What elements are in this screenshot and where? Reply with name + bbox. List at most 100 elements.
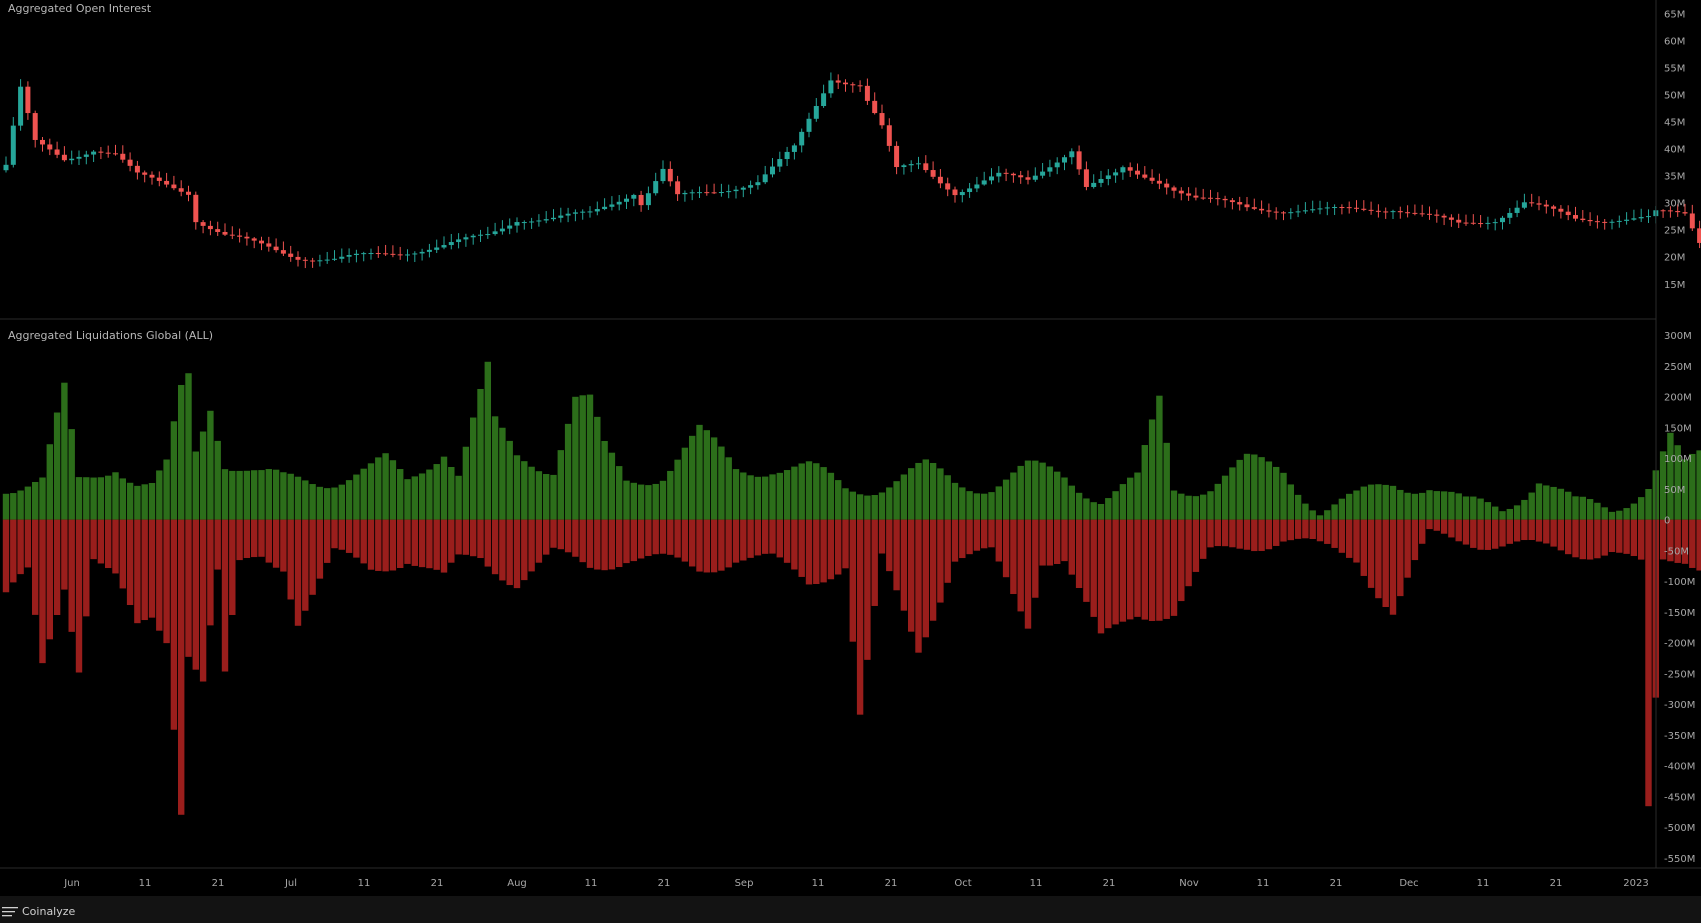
long-liquidation-bar: [988, 492, 995, 520]
short-liquidation-bar: [1638, 519, 1645, 560]
short-liquidation-bar: [39, 519, 46, 664]
short-liquidation-bar: [1674, 519, 1681, 563]
short-liquidation-bar: [309, 519, 316, 595]
candle-body: [259, 240, 264, 244]
candle-body: [1025, 177, 1031, 180]
x-tick-label: Jun: [63, 878, 80, 889]
short-liquidation-bar: [732, 519, 740, 563]
long-liquidation-bar: [783, 470, 791, 520]
long-liquidation-bar: [521, 461, 528, 520]
long-liquidation-bar: [1207, 491, 1214, 520]
candle-body: [1083, 169, 1089, 187]
long-liquidation-bar: [1163, 442, 1170, 520]
candle-body: [434, 247, 440, 250]
liq-y-tick-label: -50M: [1664, 546, 1689, 557]
candle-body: [974, 184, 980, 189]
long-liquidation-bar: [813, 463, 820, 520]
candle-body: [1543, 204, 1549, 207]
candle-body: [40, 139, 45, 145]
short-liquidation-bar: [762, 519, 769, 554]
candle-body: [828, 80, 834, 94]
short-liquidation-bar: [1681, 519, 1689, 564]
candle-body: [959, 192, 965, 196]
liquidations-y-axis[interactable]: 300M 250M 200M 150M 100M 50M 0 -50M -100M -150M -2…: [1664, 331, 1695, 865]
short-liquidation-bar: [973, 519, 981, 551]
short-liquidation-bar: [1594, 519, 1601, 559]
candle-body: [1193, 195, 1199, 198]
long-liquidation-bar: [1696, 450, 1701, 520]
short-liquidation-bar: [61, 519, 68, 590]
candle-body: [937, 176, 943, 184]
x-tick-label: Dec: [1399, 878, 1418, 889]
liq-y-tick-label: 50M: [1664, 485, 1685, 496]
candle-body: [835, 80, 841, 83]
long-liquidation-bar: [616, 466, 623, 520]
oi-y-tick-label: 25M: [1664, 226, 1685, 237]
long-liquidation-bar: [1506, 508, 1513, 520]
long-liquidation-bar: [90, 477, 97, 520]
candle-body: [580, 211, 586, 213]
long-liquidation-bar: [973, 493, 981, 520]
long-liquidation-bar: [1674, 445, 1681, 520]
long-liquidation-bar: [2, 493, 10, 520]
candle-body: [1273, 211, 1279, 213]
long-liquidation-bar: [1097, 503, 1105, 520]
candle-body: [120, 153, 126, 160]
long-liquidation-bar: [1105, 498, 1112, 520]
short-liquidation-bar: [1426, 519, 1433, 530]
open-interest-y-axis[interactable]: 65M 60M 55M 50M 45M 40M 35M 30M 25M 20M 15M: [1664, 9, 1685, 290]
short-liquidation-bar: [1207, 519, 1214, 548]
short-liquidation-bar: [1163, 519, 1170, 619]
long-liquidation-bar: [630, 482, 637, 520]
short-liquidation-bar: [740, 519, 747, 561]
candle-body: [1164, 183, 1170, 188]
long-liquidation-bar: [1535, 483, 1543, 520]
short-liquidation-bar: [1192, 519, 1200, 572]
short-liquidation-bar: [944, 519, 951, 583]
long-liquidation-bar: [309, 484, 316, 520]
short-liquidation-bar: [1046, 519, 1054, 566]
x-tick-label: Nov: [1179, 878, 1199, 889]
candle-body: [1638, 217, 1644, 219]
candle-body: [463, 237, 469, 240]
short-liquidation-bar: [360, 519, 367, 564]
long-liquidation-bar: [856, 494, 864, 520]
candle-body: [667, 168, 673, 182]
candle-body: [1215, 198, 1221, 200]
long-liquidation-bar: [148, 483, 156, 520]
short-liquidation-bar: [2, 519, 10, 593]
liq-y-tick-label: 250M: [1664, 362, 1692, 373]
long-liquidation-bar: [1521, 499, 1528, 520]
long-liquidation-bar: [586, 394, 594, 520]
oi-y-tick-label: 55M: [1664, 63, 1685, 74]
short-liquidation-bar: [689, 519, 696, 567]
short-liquidation-bar: [1075, 519, 1083, 588]
long-liquidation-bar: [477, 388, 484, 520]
short-liquidation-bar: [674, 519, 681, 558]
short-liquidation-bar: [667, 519, 674, 555]
x-tick-label: 11: [812, 878, 825, 889]
short-liquidation-bar: [601, 519, 608, 571]
candle-body: [1682, 212, 1688, 214]
long-liquidation-bar: [1331, 504, 1338, 520]
long-liquidation-bar: [820, 467, 827, 520]
short-liquidation-bar: [1659, 519, 1667, 560]
coinalyze-logo[interactable]: Coinalyze: [2, 905, 75, 918]
long-liquidation-bar: [1616, 510, 1623, 520]
candle-body: [1397, 211, 1403, 213]
short-liquidation-bar: [112, 519, 119, 574]
long-liquidation-bar: [1528, 492, 1535, 520]
time-axis[interactable]: Jun 11 21 Jul 11 21 Aug 11 21 Sep 11 21 Oct 11 21 Nov 11…: [63, 878, 1649, 889]
short-liquidation-bar: [1492, 519, 1499, 549]
candle-body: [587, 211, 593, 213]
long-liquidation-bar: [1017, 465, 1024, 520]
candle-body: [1040, 171, 1046, 176]
candle-body: [1558, 208, 1564, 212]
long-liquidation-bar: [470, 417, 477, 520]
candle-body: [346, 255, 352, 257]
candle-body: [507, 225, 513, 229]
short-liquidation-bar: [835, 519, 842, 575]
short-liquidation-bar: [864, 519, 871, 660]
candle-body: [193, 194, 199, 223]
short-liquidation-bar: [97, 519, 105, 564]
